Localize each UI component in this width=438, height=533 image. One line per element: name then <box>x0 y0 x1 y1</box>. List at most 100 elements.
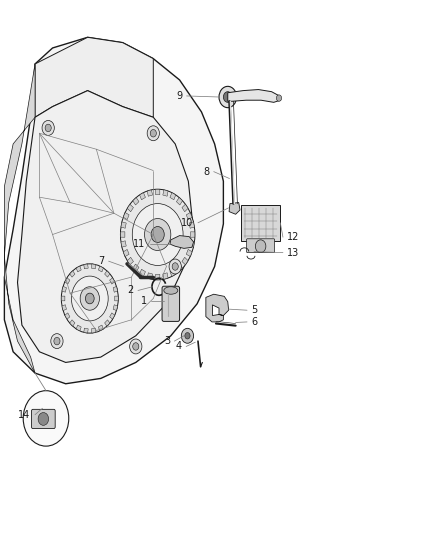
Polygon shape <box>110 313 115 319</box>
Polygon shape <box>4 64 35 373</box>
Text: 4: 4 <box>176 342 182 351</box>
Polygon shape <box>163 273 168 279</box>
Polygon shape <box>62 286 67 292</box>
Polygon shape <box>147 273 152 279</box>
Polygon shape <box>127 257 134 265</box>
Polygon shape <box>189 241 194 247</box>
Polygon shape <box>115 296 118 301</box>
Polygon shape <box>84 264 88 269</box>
Circle shape <box>120 189 195 280</box>
Polygon shape <box>121 241 126 247</box>
Polygon shape <box>189 222 194 228</box>
Text: 8: 8 <box>203 167 209 176</box>
Polygon shape <box>147 190 152 196</box>
Text: 5: 5 <box>251 305 258 315</box>
Text: 9: 9 <box>176 91 182 101</box>
Circle shape <box>38 413 49 425</box>
FancyBboxPatch shape <box>247 239 275 253</box>
Polygon shape <box>99 325 103 331</box>
Text: 12: 12 <box>287 232 300 242</box>
Circle shape <box>169 259 181 274</box>
Circle shape <box>185 333 190 339</box>
Polygon shape <box>76 266 81 272</box>
Polygon shape <box>127 204 134 212</box>
Polygon shape <box>99 266 103 272</box>
Polygon shape <box>140 192 145 200</box>
Polygon shape <box>123 249 129 256</box>
Polygon shape <box>120 232 125 237</box>
Circle shape <box>61 264 118 333</box>
Text: 3: 3 <box>164 336 170 346</box>
Polygon shape <box>123 213 129 220</box>
Polygon shape <box>170 269 176 277</box>
Text: 6: 6 <box>251 317 258 327</box>
Polygon shape <box>92 328 96 333</box>
Polygon shape <box>35 37 153 117</box>
Polygon shape <box>18 91 193 362</box>
Circle shape <box>51 334 63 349</box>
Circle shape <box>133 343 139 350</box>
Circle shape <box>276 95 282 101</box>
Circle shape <box>145 219 171 251</box>
Polygon shape <box>61 296 65 301</box>
Circle shape <box>151 227 164 243</box>
Circle shape <box>150 130 156 137</box>
Polygon shape <box>70 320 75 326</box>
Polygon shape <box>133 264 139 271</box>
Polygon shape <box>105 271 110 277</box>
Text: 11: 11 <box>133 239 145 249</box>
Polygon shape <box>110 278 115 284</box>
Polygon shape <box>121 222 126 228</box>
Text: 10: 10 <box>181 218 194 228</box>
Polygon shape <box>140 269 145 277</box>
Polygon shape <box>182 204 188 212</box>
Polygon shape <box>133 198 139 205</box>
Circle shape <box>42 120 54 135</box>
Circle shape <box>172 263 178 270</box>
Text: 14: 14 <box>18 410 31 419</box>
Circle shape <box>223 92 232 102</box>
Circle shape <box>132 204 183 265</box>
Text: 1: 1 <box>141 296 147 306</box>
Polygon shape <box>4 37 223 384</box>
Text: 7: 7 <box>98 256 104 266</box>
Polygon shape <box>186 213 192 220</box>
Polygon shape <box>229 203 240 214</box>
Polygon shape <box>177 198 183 205</box>
Circle shape <box>23 391 69 446</box>
Polygon shape <box>163 190 168 196</box>
Circle shape <box>54 337 60 345</box>
Polygon shape <box>113 305 117 311</box>
FancyBboxPatch shape <box>162 286 180 321</box>
Polygon shape <box>206 294 229 322</box>
Circle shape <box>85 293 94 304</box>
Polygon shape <box>84 328 88 333</box>
Circle shape <box>147 126 159 141</box>
Text: 2: 2 <box>127 286 134 295</box>
Polygon shape <box>113 286 117 292</box>
Polygon shape <box>65 313 70 319</box>
Circle shape <box>80 287 99 310</box>
Polygon shape <box>182 257 188 265</box>
Polygon shape <box>177 264 183 271</box>
Text: 13: 13 <box>287 248 300 257</box>
Circle shape <box>130 339 142 354</box>
Polygon shape <box>155 189 160 195</box>
FancyBboxPatch shape <box>32 409 55 429</box>
Circle shape <box>181 328 194 343</box>
Polygon shape <box>155 274 160 280</box>
Circle shape <box>219 86 237 108</box>
FancyBboxPatch shape <box>241 205 280 241</box>
Polygon shape <box>65 278 70 284</box>
Polygon shape <box>228 90 280 102</box>
Circle shape <box>255 240 266 253</box>
Polygon shape <box>170 236 194 248</box>
Polygon shape <box>92 264 96 269</box>
Circle shape <box>45 124 51 132</box>
Polygon shape <box>62 305 67 311</box>
Polygon shape <box>105 320 110 326</box>
Polygon shape <box>191 232 195 237</box>
Polygon shape <box>170 192 176 200</box>
Polygon shape <box>70 271 75 277</box>
Ellipse shape <box>164 287 178 294</box>
